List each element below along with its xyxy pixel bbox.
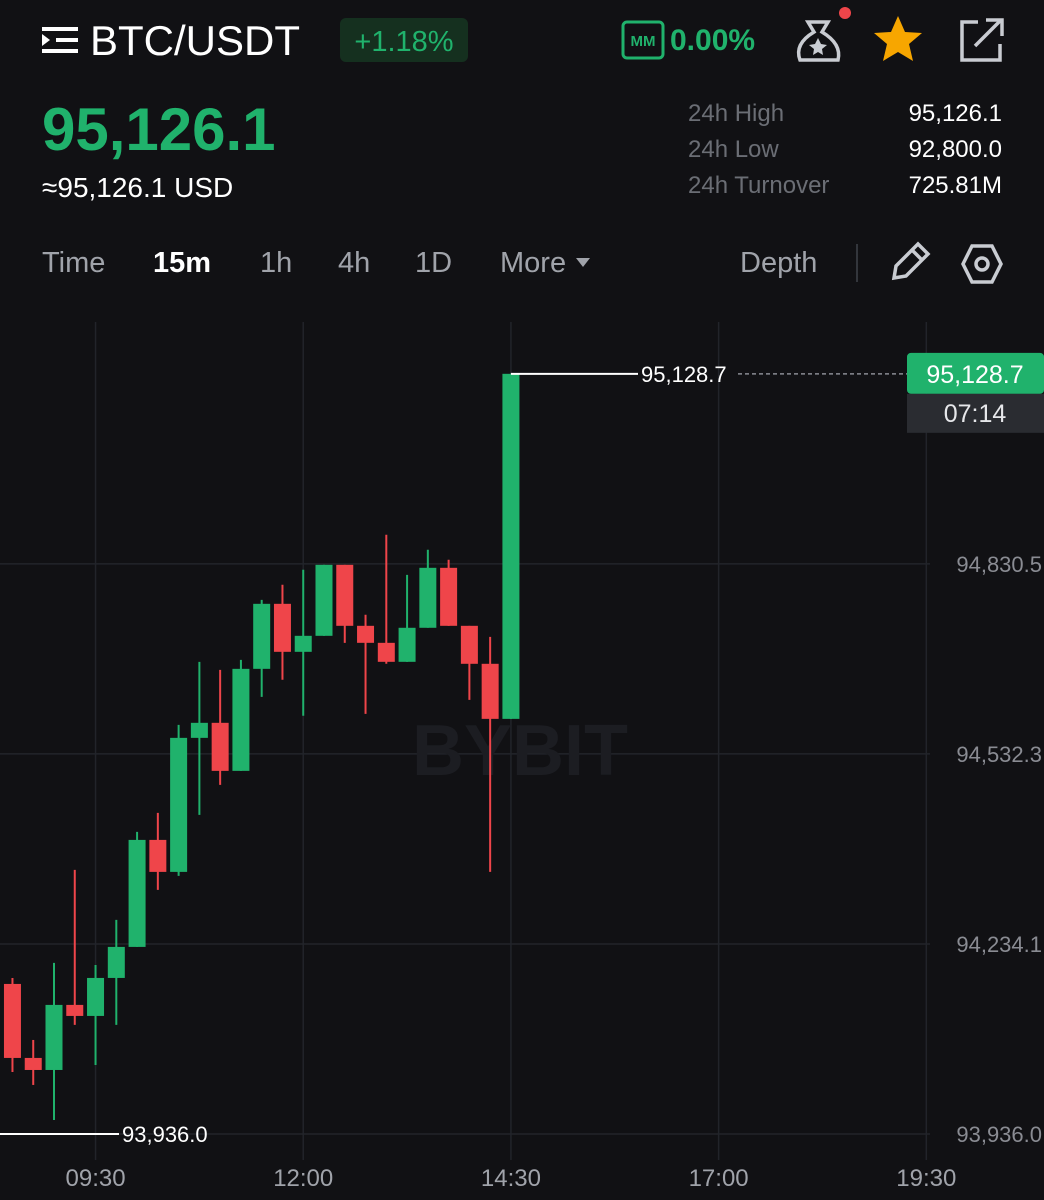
candle-body	[24, 1057, 42, 1070]
stat-label: 24h Low	[688, 136, 779, 163]
candle-body	[232, 668, 250, 771]
mm-icon[interactable]	[621, 20, 665, 60]
y-tick-label: 94,830.5	[956, 552, 1042, 577]
candle-body	[481, 663, 499, 719]
stat-label: 24h High	[688, 100, 784, 127]
candle-body	[357, 625, 375, 643]
interval-tab[interactable]: 4h	[338, 247, 370, 279]
candle-body	[315, 564, 333, 636]
mm-value: 0.00%	[670, 24, 755, 57]
interval-tab[interactable]: 1h	[260, 247, 292, 279]
stat-value: 725.81M	[909, 172, 1002, 199]
countdown-tag	[907, 393, 1044, 433]
share-icon[interactable]	[960, 18, 1004, 62]
y-tick-label: 94,234.1	[956, 932, 1042, 957]
candle-body	[45, 1004, 63, 1070]
interval-tab[interactable]: 15m	[153, 247, 211, 279]
interval-tab[interactable]: 1D	[415, 247, 452, 279]
watermark: BYBIT	[412, 711, 628, 791]
last-price-tag	[907, 352, 1044, 394]
more-caret	[576, 258, 590, 267]
stat-label: 24h Turnover	[688, 172, 829, 199]
candle-body	[419, 567, 437, 628]
interval-tab[interactable]: Time	[42, 247, 105, 279]
candle-body	[253, 603, 271, 669]
depth-tab[interactable]: Depth	[740, 247, 817, 279]
x-tick-label: 17:00	[689, 1165, 749, 1192]
settings-icon[interactable]	[961, 244, 1003, 284]
candle-body	[128, 839, 146, 947]
candle-body	[294, 635, 312, 652]
change: +1.18%	[354, 26, 453, 58]
candle-body	[66, 1004, 84, 1016]
last-price-label: 95,128.7	[926, 361, 1023, 389]
bonus-icon[interactable]	[796, 7, 851, 62]
candle-body	[107, 946, 125, 978]
chart: BYBIT 09:30 12:00 14:30 17:00 19:3093,936.09…	[0, 322, 1044, 1192]
min-marker-label: 93,936.0	[122, 1122, 208, 1147]
y-tick-label: 94,532.3	[956, 742, 1042, 767]
candle-body	[336, 564, 354, 626]
x-tick-label: 09:30	[66, 1165, 126, 1192]
mm-label: MM	[631, 33, 656, 50]
candle-body	[460, 625, 478, 664]
candle-body	[87, 977, 105, 1016]
candle-body	[502, 373, 520, 719]
max-marker-label: 95,128.7	[641, 362, 727, 387]
candle-body	[149, 839, 167, 872]
stat-value: 95,126.1	[909, 100, 1002, 127]
candle-body	[3, 983, 21, 1058]
last-price: 95,126.1	[42, 96, 276, 163]
usd-price: ≈95,126.1 USD	[42, 172, 233, 203]
candle-body	[398, 627, 416, 662]
countdown: 07:14	[944, 400, 1007, 428]
x-tick-label: 19:30	[896, 1165, 956, 1192]
candle-body	[377, 642, 395, 662]
candle-body	[440, 567, 458, 626]
candle-body	[190, 722, 208, 738]
draw-icon[interactable]	[891, 241, 931, 281]
symbol[interactable]: BTC/USDT	[90, 17, 300, 64]
change-badge	[340, 18, 468, 62]
stat-value: 92,800.0	[909, 136, 1002, 163]
x-tick-label: 12:00	[273, 1165, 333, 1192]
favorite-icon[interactable]	[874, 16, 922, 61]
x-tick-label: 14:30	[481, 1165, 541, 1192]
y-tick-label: 93,936.0	[956, 1122, 1042, 1147]
candle-body	[273, 603, 291, 652]
stats: 24h High 95,126.1 24h Low 92,800.0 24h Turno…	[688, 100, 1002, 199]
menu-icon[interactable]	[42, 27, 78, 53]
interval-tab[interactable]: More	[500, 247, 566, 279]
tabs: Time 15m 1h 4h 1D More	[42, 247, 566, 279]
candle-body	[170, 737, 188, 872]
candle-body	[211, 722, 229, 771]
